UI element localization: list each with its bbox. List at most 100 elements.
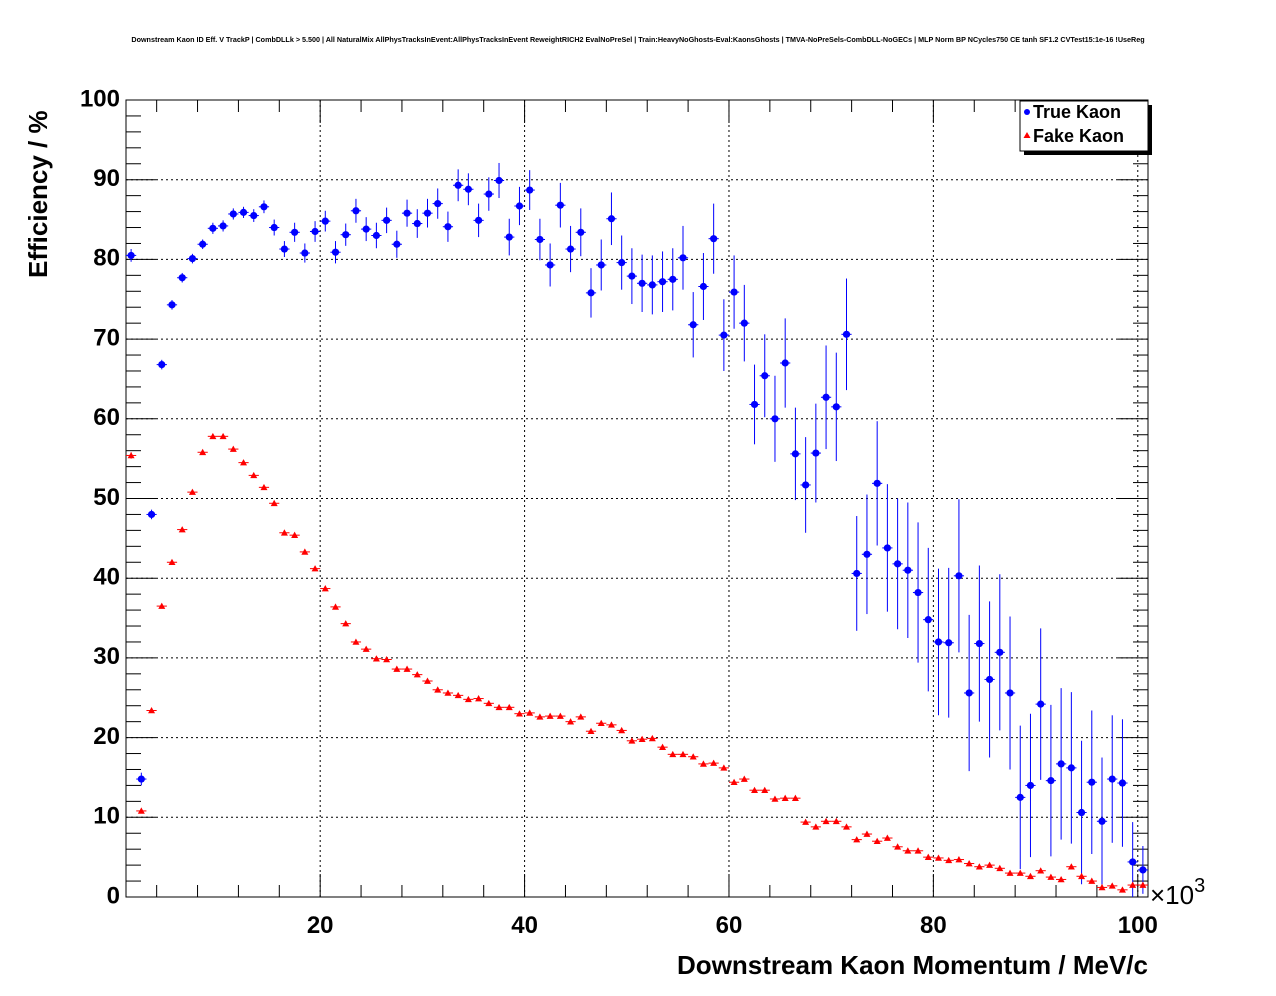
x-tick-label: 60	[716, 912, 743, 939]
data-point	[1067, 764, 1075, 772]
data-point	[802, 818, 810, 825]
data-point	[934, 854, 942, 861]
data-point	[413, 219, 421, 228]
data-point	[628, 737, 636, 744]
data-point	[209, 432, 217, 440]
data-point	[240, 459, 248, 466]
data-point	[638, 279, 646, 287]
data-point	[699, 282, 708, 291]
data-point	[383, 655, 391, 663]
data-point	[423, 677, 431, 684]
y-tick-label: 100	[80, 85, 120, 112]
data-point	[434, 686, 442, 693]
x-axis-multiplier-base: ×10	[1150, 880, 1194, 910]
data-point	[127, 251, 135, 260]
data-point	[975, 639, 983, 648]
data-point	[985, 675, 994, 684]
data-point	[1016, 793, 1024, 801]
x-axis-multiplier: ×103	[1150, 875, 1205, 910]
legend-marker-true-kaon	[1024, 109, 1030, 115]
data-point	[526, 186, 534, 194]
data-point	[1139, 881, 1147, 888]
data-point	[832, 817, 840, 825]
x-tick-label: 100	[1118, 912, 1158, 939]
data-point	[710, 759, 718, 766]
data-point	[965, 689, 973, 697]
y-tick-label: 0	[107, 882, 120, 909]
data-point	[403, 209, 411, 217]
data-point	[1108, 882, 1116, 889]
data-point	[1006, 689, 1014, 697]
data-point	[1129, 881, 1137, 888]
x-tick-label: 80	[920, 912, 947, 939]
data-point	[904, 847, 912, 854]
data-point	[873, 837, 881, 845]
series-true-kaon	[126, 162, 1148, 897]
data-point	[199, 240, 207, 248]
data-point	[618, 726, 626, 734]
legend-marker-fake-kaon	[1023, 132, 1031, 138]
data-point	[883, 834, 891, 841]
data-point	[444, 689, 452, 696]
y-tick-label: 30	[93, 643, 120, 670]
data-point	[618, 258, 626, 267]
data-point	[853, 836, 861, 843]
y-tick-label: 90	[93, 165, 120, 192]
data-point	[607, 721, 615, 728]
data-series	[126, 162, 1148, 897]
data-point	[597, 719, 605, 727]
data-point	[986, 861, 994, 868]
data-point	[188, 488, 196, 495]
data-point	[515, 710, 523, 717]
data-point	[965, 860, 973, 867]
data-point	[137, 775, 145, 783]
data-point	[996, 648, 1004, 656]
data-point	[546, 261, 554, 269]
data-point	[229, 445, 237, 452]
data-point	[291, 531, 299, 538]
data-point	[301, 548, 309, 555]
data-point	[393, 240, 401, 248]
data-point	[474, 216, 483, 224]
data-point	[567, 718, 575, 725]
data-point	[464, 185, 472, 193]
legend-label-true-kaon: True Kaon	[1033, 102, 1121, 122]
data-point	[648, 734, 656, 742]
data-point	[250, 211, 258, 220]
data-point	[791, 794, 799, 801]
data-point	[822, 393, 830, 401]
data-point	[1006, 869, 1014, 876]
data-point	[945, 639, 953, 647]
data-point	[577, 228, 585, 236]
data-point	[546, 712, 554, 719]
grid-lines	[126, 100, 1148, 897]
data-point	[699, 760, 707, 767]
x-tick-label: 40	[511, 912, 538, 939]
data-point	[372, 655, 380, 662]
data-point	[158, 361, 166, 369]
data-point	[1118, 886, 1126, 893]
data-point	[1118, 779, 1127, 787]
data-point	[423, 209, 432, 217]
data-point	[720, 764, 728, 771]
data-point	[730, 288, 738, 296]
data-point	[209, 224, 217, 232]
data-point	[178, 274, 186, 282]
data-point	[669, 275, 677, 283]
y-tick-label: 40	[93, 564, 120, 591]
data-point	[526, 709, 534, 716]
data-point	[362, 225, 370, 233]
data-point	[689, 321, 697, 329]
data-point	[444, 223, 452, 231]
data-point	[1108, 775, 1116, 783]
data-point	[658, 278, 667, 286]
data-point	[873, 479, 881, 487]
data-point	[270, 499, 278, 507]
data-point	[842, 330, 851, 338]
data-point	[260, 483, 268, 491]
y-tick-label: 70	[93, 324, 120, 351]
data-point	[791, 450, 800, 458]
data-point	[311, 227, 319, 236]
data-point	[464, 695, 472, 703]
